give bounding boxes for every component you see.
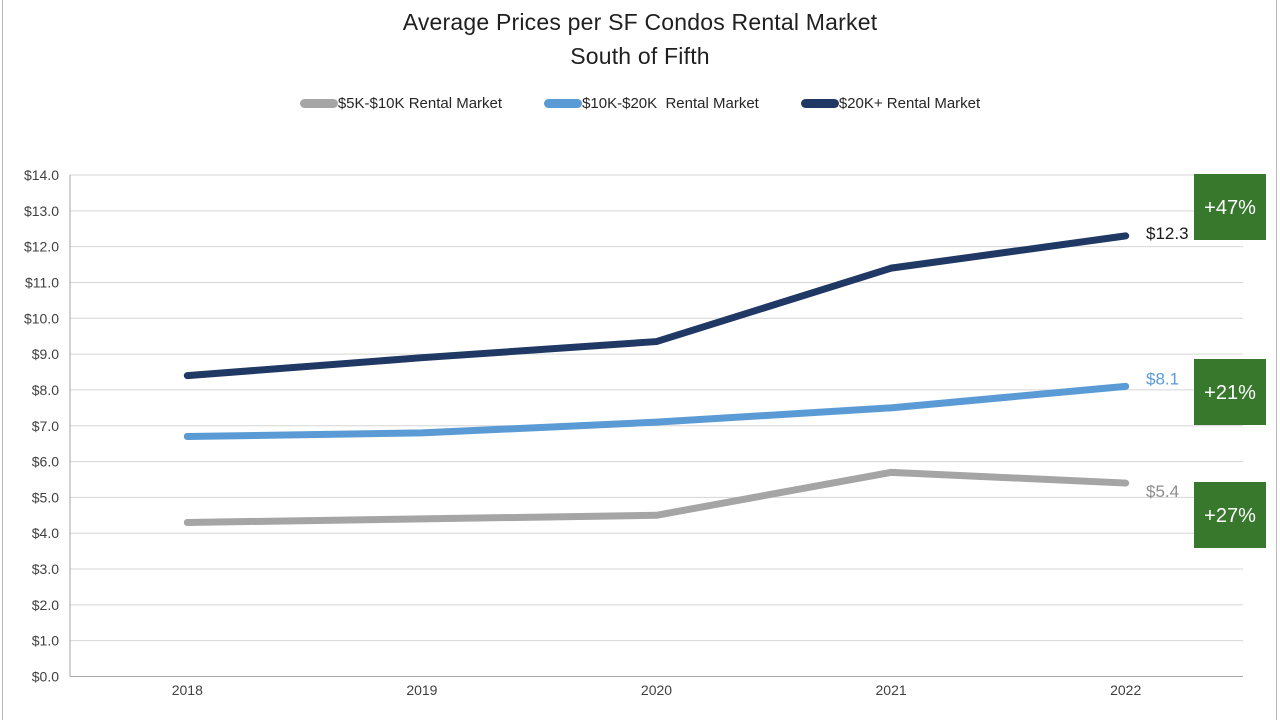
y-tick-label: $8.0 — [32, 382, 59, 398]
change-badge-2 — [1194, 174, 1266, 240]
legend-swatch-5k-10k — [299, 99, 338, 108]
x-axis-label: 2019 — [406, 682, 437, 698]
series-line-1 — [183, 382, 1130, 440]
y-tick-label: $7.0 — [32, 418, 59, 434]
y-tick-label: $1.0 — [32, 633, 59, 649]
y-tick-label: $5.0 — [32, 489, 59, 505]
y-tick-label: $9.0 — [32, 346, 59, 362]
x-axis-label: 2020 — [641, 682, 672, 698]
y-tick-label: $6.0 — [32, 454, 59, 470]
x-axis-label: 2022 — [1110, 682, 1141, 698]
legend-item-20k-plus: $20K+ Rental Market — [800, 95, 981, 112]
x-axis-label: 2021 — [876, 682, 907, 698]
legend-label-20k-plus: $20K+ Rental Market — [838, 95, 981, 112]
change-badge-1 — [1194, 359, 1266, 425]
series-end-label-0: $5.4 — [1146, 482, 1179, 501]
y-tick-label: $3.0 — [32, 561, 59, 577]
y-tick-label: $2.0 — [32, 597, 59, 613]
chart-border-left — [2, 0, 3, 720]
legend-label-10k-20k: $10K-$20K Rental Market — [582, 95, 759, 112]
legend-label-5k-10k: $5K-$10K Rental Market — [337, 95, 503, 112]
legend: $5K-$10K Rental Market $10K-$20K Rental … — [0, 95, 1280, 112]
change-badge-label-2: +47% — [1204, 197, 1256, 219]
legend-swatch-10k-20k — [544, 99, 583, 108]
series-end-label-2: $12.3 — [1146, 224, 1189, 243]
y-tick-label: $12.0 — [24, 239, 59, 255]
chart-title-line2: South of Fifth — [570, 43, 710, 69]
legend-swatch-20k-plus — [800, 99, 839, 108]
y-tick-label: $0.0 — [32, 669, 59, 685]
y-tick-label: $10.0 — [24, 310, 59, 326]
change-badge-label-1: +21% — [1204, 382, 1256, 404]
chart-title-line1: Average Prices per SF Condos Rental Mark… — [402, 9, 878, 35]
chart-border-right — [1276, 0, 1277, 720]
legend-item-5k-10k: $5K-$10K Rental Market — [299, 95, 503, 112]
change-badge-0 — [1194, 482, 1266, 548]
series-end-label-1: $8.1 — [1146, 369, 1179, 388]
series-line-0 — [183, 468, 1130, 526]
change-badge-label-0: +27% — [1204, 505, 1256, 527]
x-axis-label: 2018 — [172, 682, 203, 698]
y-tick-label: $14.0 — [24, 167, 59, 183]
chart-title: Average Prices per SF Condos Rental Mark… — [0, 5, 1280, 73]
legend-item-10k-20k: $10K-$20K Rental Market — [544, 95, 759, 112]
y-tick-label: $4.0 — [32, 525, 59, 541]
y-tick-label: $13.0 — [24, 203, 59, 219]
series-line-2 — [183, 232, 1130, 380]
y-tick-label: $11.0 — [25, 274, 59, 290]
